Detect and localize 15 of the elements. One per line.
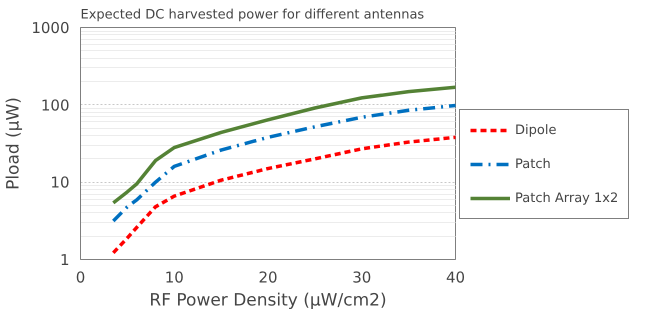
legend-label: Patch Array 1x2 bbox=[515, 190, 618, 206]
y-tick-label: 100 bbox=[40, 96, 70, 114]
x-tick-label: 10 bbox=[164, 268, 184, 286]
y-tick-label: 1 bbox=[60, 251, 70, 269]
legend-label: Patch bbox=[515, 156, 551, 172]
x-tick-label: 30 bbox=[352, 268, 372, 286]
y-tick-label: 1000 bbox=[31, 19, 70, 37]
x-tick-label: 0 bbox=[76, 268, 86, 286]
y-tick-label: 10 bbox=[50, 174, 70, 192]
chart-title: Expected DC harvested power for different antennas bbox=[80, 8, 424, 22]
x-axis-title: RF Power Density (μW/cm2) bbox=[149, 290, 387, 310]
y-axis-title: Pload (μW) bbox=[3, 97, 24, 190]
x-tick-label: 20 bbox=[258, 268, 278, 286]
legend-label: Dipole bbox=[515, 122, 556, 138]
x-tick-label: 40 bbox=[446, 268, 466, 286]
